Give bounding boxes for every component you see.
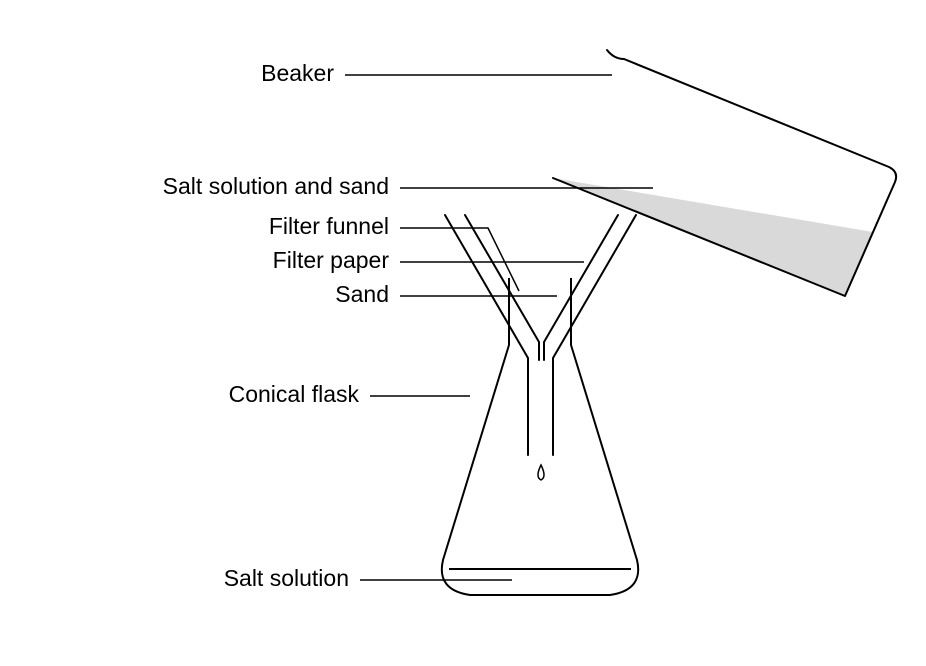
filtration-diagram: Beaker Salt solution and sand Filter funne… (0, 0, 926, 666)
label-beaker: Beaker (261, 60, 334, 86)
background (0, 0, 926, 666)
label-mixture: Salt solution and sand (163, 173, 389, 199)
label-filter_funnel: Filter funnel (269, 213, 389, 239)
label-sand: Sand (335, 281, 389, 307)
label-filter_paper: Filter paper (273, 247, 390, 273)
label-salt_solution: Salt solution (224, 565, 349, 591)
label-conical_flask: Conical flask (229, 381, 360, 407)
